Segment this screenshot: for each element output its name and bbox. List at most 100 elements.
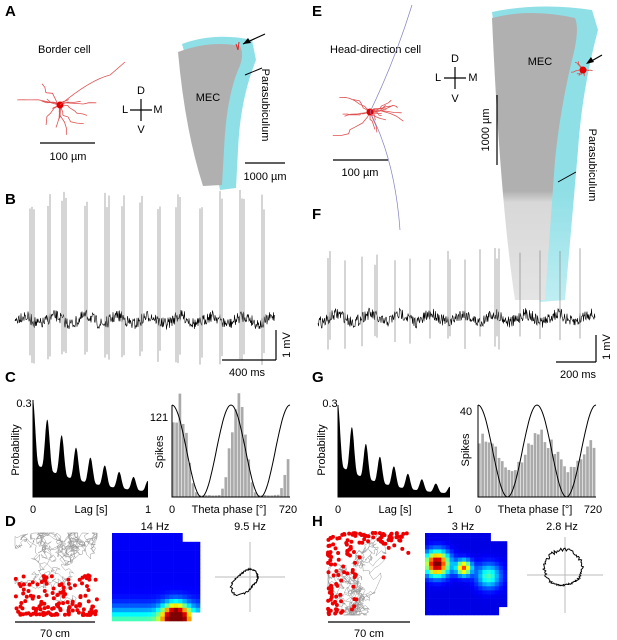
hist-bar [263,495,267,497]
hist-bar [270,495,274,497]
map-pixel [437,606,442,612]
spike-dot [50,591,55,596]
hist-bar [178,393,182,497]
map-pixel [151,581,157,587]
spike-dot [26,611,31,616]
map-pixel [129,599,135,604]
map-pixel [437,565,442,571]
map-pixel [147,559,152,565]
map-pixel [182,594,188,600]
map-pixel [437,553,442,558]
map-pixel [112,599,117,604]
map-pixel [156,603,161,609]
map-pixel [494,610,500,616]
map-pixel [457,582,463,587]
map-pixel [116,572,122,578]
map-pixel [156,533,161,538]
spike-dot [346,552,351,557]
map-pixel [498,582,504,587]
map-pixel [169,594,174,600]
map-pixel [116,577,122,582]
map-pixel [138,616,144,622]
hist-bar [569,466,573,497]
map-pixel [147,577,152,582]
axis-label: Lag [s] [74,504,107,516]
map-pixel [147,590,152,595]
hist-bar [523,454,527,497]
map-pixel [191,603,196,609]
map-pixel [138,546,144,551]
voltage-trace [14,190,276,365]
map-pixel [461,541,467,546]
cell-title: Border cell [38,44,91,56]
spike-dot [68,586,73,591]
map-pixel [429,590,434,595]
map-pixel [478,549,483,554]
map-pixel [156,594,161,600]
axis [337,405,450,498]
map-pixel [191,555,196,560]
spike-dot [59,582,64,587]
map-pixel [441,533,446,538]
spike-dot [49,612,54,617]
map-pixel [191,577,196,582]
spike-dot [77,577,82,582]
spike-dot [13,576,18,581]
scale-label: 400 ms [229,367,266,379]
map-pixel [457,553,463,558]
map-pixel [449,594,454,599]
map-pixel [441,582,446,587]
map-pixel [134,585,139,591]
map-pixel [164,616,170,622]
map-pixel [486,578,491,583]
map-pixel [445,598,450,603]
spike-dot [345,538,350,543]
spike-dot [329,536,334,541]
map-pixel [457,574,463,579]
map-pixel [182,555,188,560]
spike-dot [65,600,70,605]
map-pixel [445,533,450,538]
map-pixel [478,537,483,542]
spike-dot [338,592,343,597]
map-pixel [482,557,487,562]
spike-dot [42,606,47,611]
map-pixel [116,599,122,604]
map-pixel [429,553,434,558]
map-pixel [173,533,179,538]
hist-bar [589,440,593,497]
map-pixel [138,581,144,587]
map-pixel [169,590,174,595]
hist-bar [211,495,215,497]
map-pixel [120,533,126,538]
map-pixel [433,533,438,538]
map-pixel [457,586,463,591]
map-pixel [142,590,148,595]
hist-bar [234,409,237,497]
spike-dot [360,540,365,545]
map-pixel [125,585,130,591]
spike-dot [386,545,391,550]
map-pixel [494,602,500,608]
map-pixel [461,606,467,612]
map-pixel [429,582,434,587]
map-pixel [445,606,450,612]
map-pixel [466,582,471,587]
map-pixel [164,594,170,600]
map-pixel [498,569,504,575]
spike-dot [85,584,90,589]
map-pixel [156,616,161,622]
map-pixel [437,610,442,616]
map-pixel [433,606,438,612]
trajectory [326,531,411,617]
map-pixel [178,533,183,538]
map-pixel [441,598,446,603]
map-pixel [449,582,454,587]
map-pixel [129,541,135,547]
map-pixel [429,594,434,599]
map-pixel [156,563,161,569]
map-pixel [125,581,130,587]
map-pixel [186,599,192,604]
scale-label: 1000 µm [480,108,492,151]
spike-dot [27,582,32,587]
